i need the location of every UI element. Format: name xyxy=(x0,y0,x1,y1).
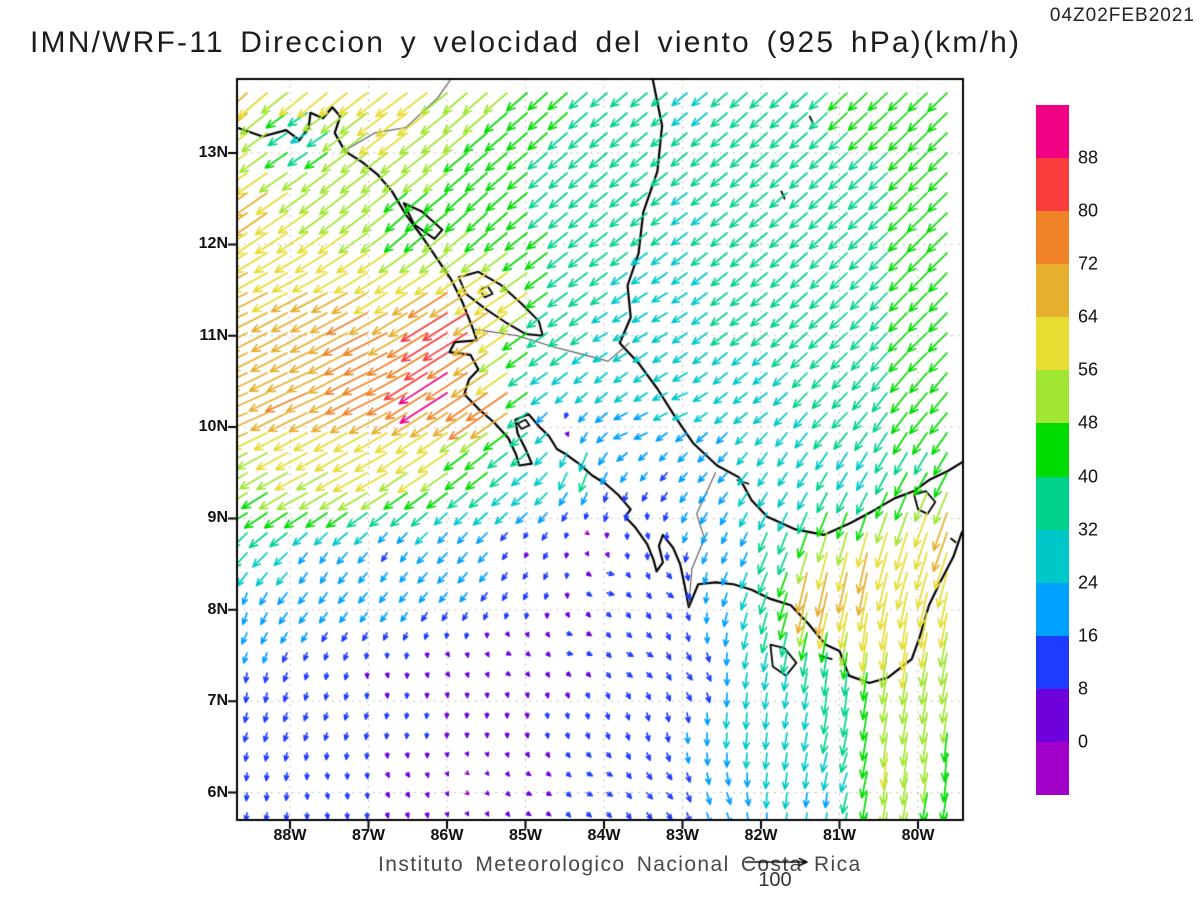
y-axis-label: 11N xyxy=(199,326,228,344)
x-axis-label: 88W xyxy=(273,827,307,844)
colorbar-segment xyxy=(1036,211,1069,265)
colorbar-segment xyxy=(1036,476,1069,530)
y-axis-label: 6N xyxy=(207,783,228,801)
x-axis-label: 84W xyxy=(587,827,621,844)
colorbar-label: 40 xyxy=(1078,466,1099,487)
colorbar-label: 80 xyxy=(1078,200,1099,221)
colorbar-segment xyxy=(1036,529,1069,583)
y-axis-label: 7N xyxy=(207,692,228,710)
colorbar-segment xyxy=(1036,264,1069,318)
y-axis-label: 10N xyxy=(198,418,228,436)
colorbar-label: 88 xyxy=(1078,147,1099,168)
colorbar-segment xyxy=(1036,370,1069,424)
colorbar-segment xyxy=(1036,158,1069,212)
colorbar-label: 32 xyxy=(1078,519,1099,540)
colorbar-label: 24 xyxy=(1078,572,1099,593)
x-axis-label: 81W xyxy=(823,827,856,844)
x-axis-label: 85W xyxy=(509,827,542,844)
colorbar-label: 8 xyxy=(1078,678,1089,699)
colorbar-label: 16 xyxy=(1078,625,1099,646)
valid-time-label: 04Z02FEB2021 xyxy=(1049,5,1195,26)
x-axis-label: 83W xyxy=(666,827,699,844)
colorbar-segment xyxy=(1036,741,1069,796)
y-axis-label: 9N xyxy=(207,509,228,527)
colorbar-segment xyxy=(1036,582,1069,636)
y-axis-label: 8N xyxy=(207,600,228,618)
reference-arrow-label: 100 xyxy=(758,869,792,891)
colorbar-segment xyxy=(1036,317,1069,371)
colorbar-segment xyxy=(1036,105,1069,159)
y-axis-label: 12N xyxy=(198,235,228,253)
colorbar-segment xyxy=(1036,635,1069,689)
x-axis-label: 82W xyxy=(744,827,778,844)
colorbar-label: 48 xyxy=(1078,412,1099,433)
x-axis-label: 87W xyxy=(352,827,385,844)
colorbar-label: 64 xyxy=(1078,306,1099,327)
colorbar-segment xyxy=(1036,423,1069,477)
y-axis-label: 13N xyxy=(198,144,228,161)
colorbar-segment xyxy=(1036,688,1069,742)
page-title: IMN/WRF-11 Direccion y velocidad del vie… xyxy=(30,26,1022,59)
x-axis-label: 80W xyxy=(901,827,935,844)
colorbar-label: 56 xyxy=(1078,359,1099,380)
colorbar-label: 72 xyxy=(1078,253,1099,274)
colorbar xyxy=(1036,105,1069,796)
x-axis-label: 86W xyxy=(430,827,464,844)
colorbar-label: 0 xyxy=(1078,731,1089,752)
